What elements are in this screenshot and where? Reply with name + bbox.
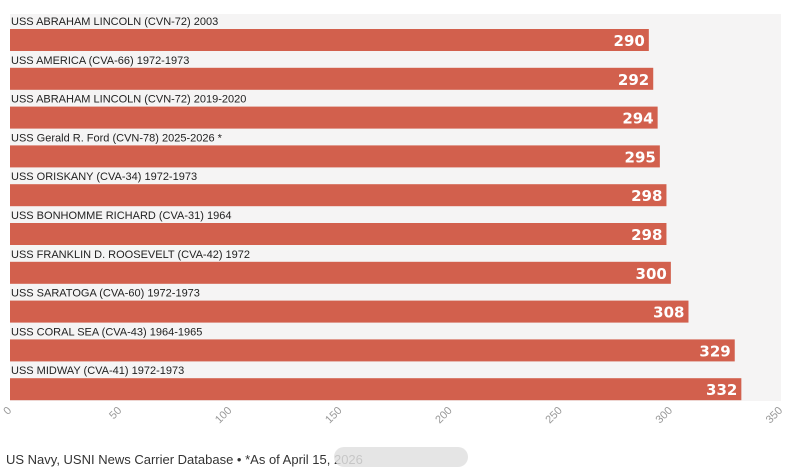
x-tick-label: 250	[543, 405, 564, 426]
bar-value-label: 294	[622, 110, 653, 128]
x-tick-label: 50	[107, 405, 124, 422]
bar	[10, 339, 735, 362]
category-label: USS Gerald R. Ford (CVN-78) 2025-2026 *	[11, 132, 223, 144]
bar	[10, 67, 654, 90]
bar-value-label: 290	[614, 32, 645, 50]
bar-value-label: 308	[653, 304, 684, 322]
bar	[10, 184, 667, 207]
category-label: USS AMERICA (CVA-66) 1972-1973	[11, 55, 189, 67]
bar-value-label: 292	[618, 71, 649, 89]
bar	[10, 29, 649, 51]
watermark-overlay	[334, 447, 468, 467]
x-tick-label: 150	[323, 405, 344, 426]
x-tick-label: 100	[213, 405, 234, 426]
source-footer: US Navy, USNI News Carrier Database • *A…	[6, 452, 363, 467]
bar-value-label: 332	[706, 381, 737, 399]
category-label: USS CORAL SEA (CVA-43) 1964-1965	[11, 326, 202, 338]
category-label: USS SARATOGA (CVA-60) 1972-1973	[11, 288, 200, 300]
x-tick-label: 200	[433, 405, 454, 426]
bar	[10, 300, 689, 323]
category-label: USS BONHOMME RICHARD (CVA-31) 1964	[11, 210, 231, 222]
bar-value-label: 298	[631, 187, 662, 205]
category-label: USS FRANKLIN D. ROOSEVELT (CVA-42) 1972	[11, 249, 250, 261]
bar	[10, 378, 742, 401]
bar	[10, 223, 667, 245]
bar-value-label: 300	[636, 265, 667, 283]
bar-value-label: 295	[625, 148, 656, 166]
bar-value-label: 329	[699, 342, 730, 360]
category-label: USS ABRAHAM LINCOLN (CVN-72) 2003	[11, 16, 218, 28]
bar	[10, 261, 671, 284]
bar	[10, 145, 660, 168]
x-tick-label: 300	[654, 405, 675, 426]
category-label: USS ABRAHAM LINCOLN (CVN-72) 2019-2020	[11, 94, 246, 106]
x-tick-label: 0	[1, 405, 14, 418]
bar-value-label: 298	[631, 226, 662, 244]
category-label: USS MIDWAY (CVA-41) 1972-1973	[11, 365, 184, 377]
x-tick-label: 350	[764, 405, 785, 426]
bar	[10, 106, 658, 129]
category-label: USS ORISKANY (CVA-34) 1972-1973	[11, 171, 197, 183]
